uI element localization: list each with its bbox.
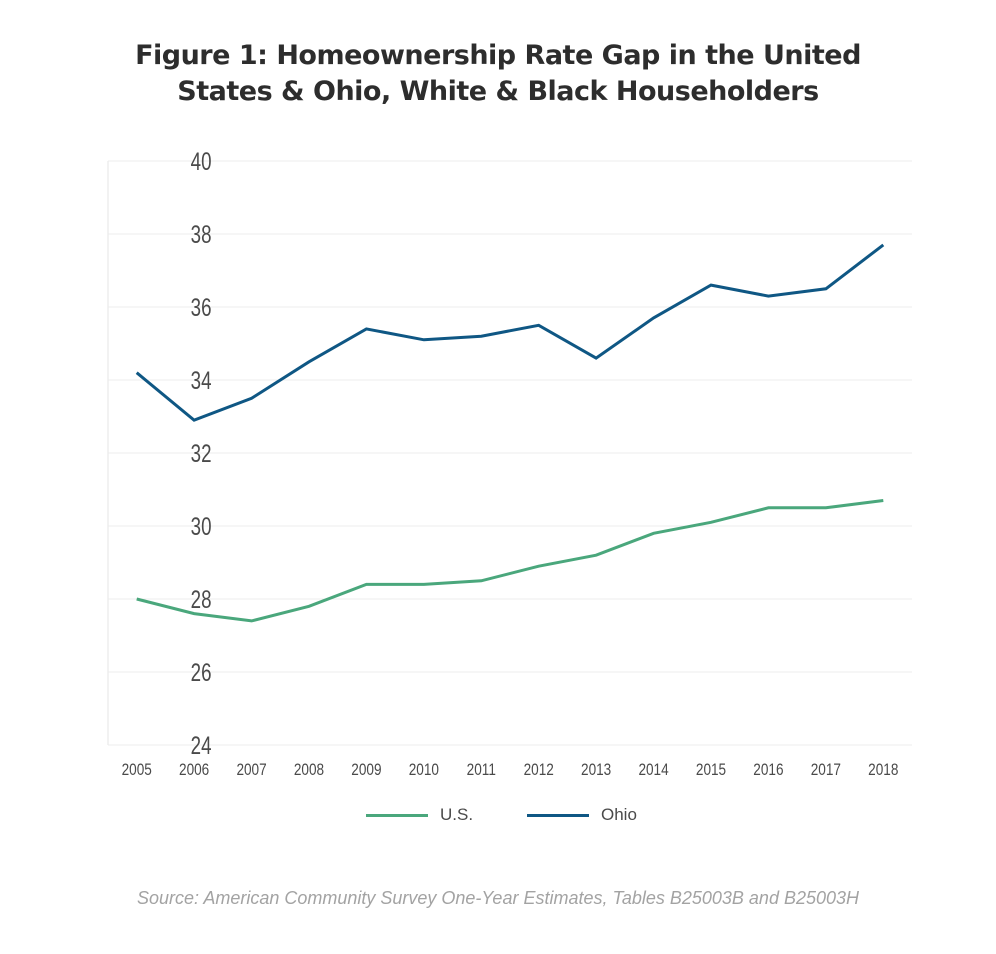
gridlines: [107, 160, 912, 746]
x-tick-label: 2013: [581, 761, 611, 780]
y-tick-label: 40: [191, 147, 212, 175]
x-tick-label: 2008: [294, 761, 324, 780]
legend-item-ohio: Ohio: [527, 805, 637, 825]
x-tick-label: 2010: [409, 761, 439, 780]
y-axis: 24 26 28 30 32 34 36 38 40: [191, 147, 212, 759]
legend-swatch-ohio: [527, 813, 589, 817]
y-tick-label: 28: [191, 585, 212, 613]
legend-swatch-us: [366, 813, 428, 817]
x-tick-label: 2012: [524, 761, 554, 780]
legend-item-us: U.S.: [366, 805, 473, 825]
series-lines: [135, 243, 885, 623]
legend: U.S. Ohio: [0, 805, 996, 829]
x-tick-label: 2016: [753, 761, 783, 780]
x-tick-label: 2006: [179, 761, 209, 780]
x-tick-label: 2018: [868, 761, 898, 780]
chart-title: Figure 1: Homeownership Rate Gap in the …: [0, 38, 996, 110]
x-tick-label: 2009: [351, 761, 381, 780]
y-tick-label: 26: [191, 658, 212, 686]
legend-label-ohio: Ohio: [601, 805, 637, 824]
series-line-ohio: [135, 243, 885, 422]
x-tick-label: 2017: [811, 761, 841, 780]
y-tick-label: 32: [191, 439, 212, 467]
y-tick-label: 30: [191, 512, 212, 540]
x-tick-label: 2007: [236, 761, 266, 780]
x-tick-label: 2005: [122, 761, 152, 780]
y-tick-label: 38: [191, 220, 212, 248]
y-tick-label: 24: [191, 731, 212, 759]
source-note: Source: American Community Survey One-Ye…: [136, 888, 860, 908]
y-tick-label: 34: [191, 366, 212, 394]
x-tick-label: 2014: [638, 761, 669, 780]
y-tick-label: 36: [191, 293, 212, 321]
x-tick-label: 2015: [696, 761, 726, 780]
x-axis: 2005 2006 2007 2008 2009 2010 2011 2012 2013 2014…: [122, 761, 899, 780]
x-tick-label: 2011: [467, 761, 496, 780]
legend-label-us: U.S.: [440, 805, 474, 824]
chart-title-line-1: Figure 1: Homeownership Rate Gap in the …: [135, 40, 861, 71]
series-line-us: [136, 499, 884, 623]
chart-title-line-2: States & Ohio, White & Black Householder…: [177, 76, 819, 107]
